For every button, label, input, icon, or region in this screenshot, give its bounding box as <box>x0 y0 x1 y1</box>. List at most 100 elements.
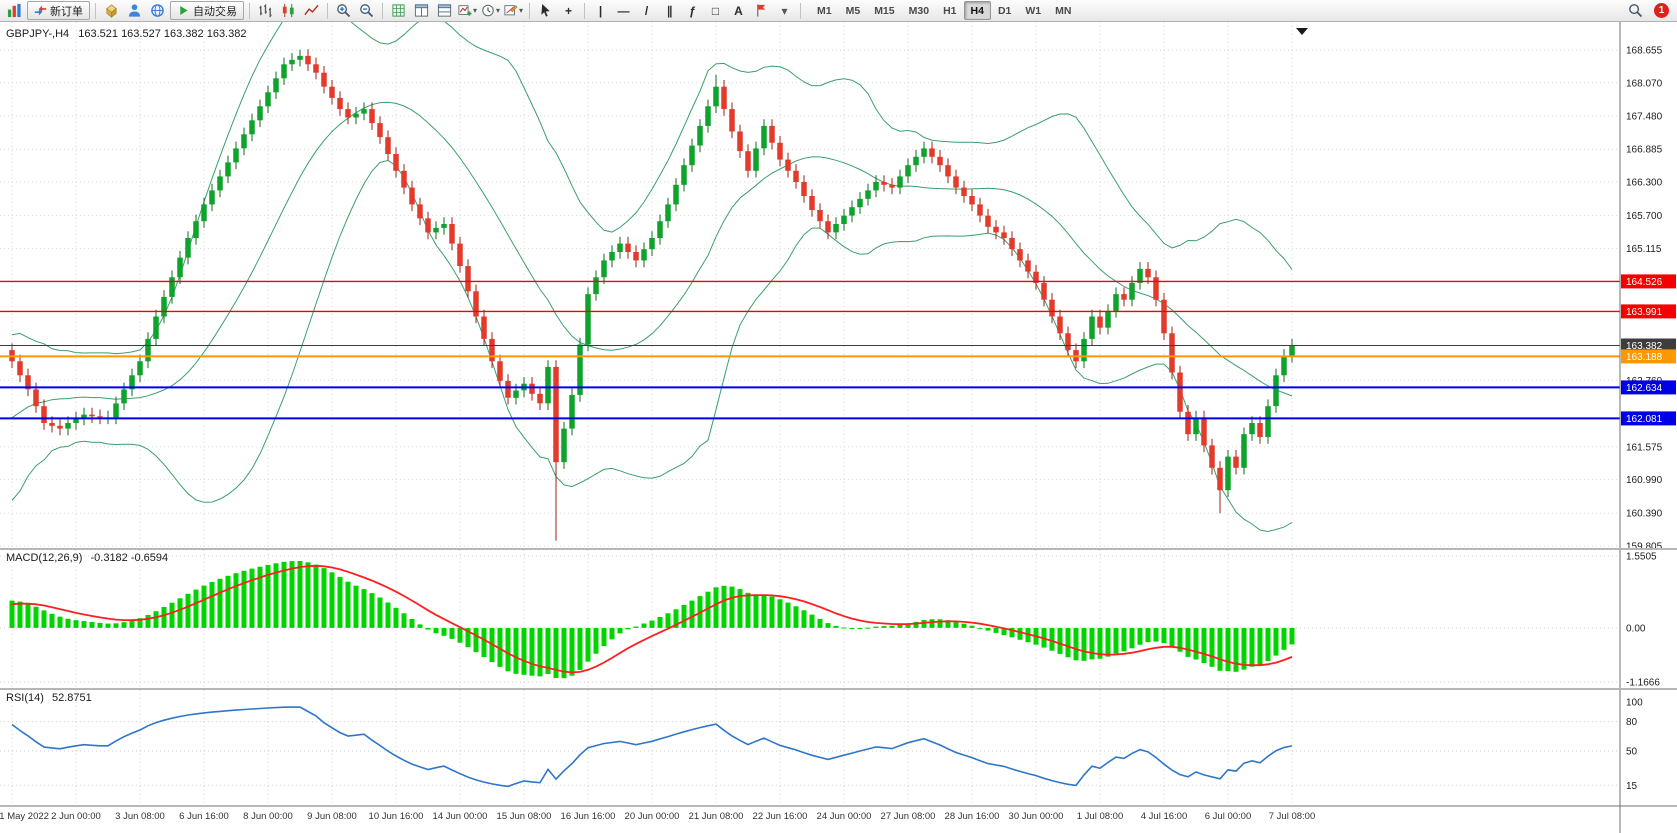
bar-chart-icon[interactable] <box>255 1 276 20</box>
arrange-windows-icon[interactable] <box>411 1 432 20</box>
new-order-button[interactable]: 新订单 <box>27 1 90 20</box>
profile-icon[interactable] <box>124 1 145 20</box>
svg-text:31 May 2022: 31 May 2022 <box>0 811 49 822</box>
vertical-line-icon[interactable]: | <box>598 3 603 18</box>
market-watch-icon[interactable] <box>101 1 122 20</box>
fibonacci-icon[interactable]: ƒ <box>689 3 696 18</box>
svg-text:163.188: 163.188 <box>1626 352 1663 363</box>
svg-text:16 Jun 16:00: 16 Jun 16:00 <box>561 811 616 822</box>
chart-ohlc-values: 163.521 163.527 163.382 163.382 <box>78 28 247 40</box>
timeframe-button-h1[interactable]: H1 <box>943 4 957 17</box>
chart-canvas[interactable]: 168.655 168.070 167.480 166.885 166.300 165.7… <box>0 22 1677 833</box>
toolbar-separator <box>327 2 328 19</box>
svg-text:-1.1666: -1.1666 <box>1626 678 1660 689</box>
svg-text:163.382: 163.382 <box>1626 341 1663 352</box>
svg-text:6 Jun 16:00: 6 Jun 16:00 <box>179 811 229 822</box>
zoom-out-icon[interactable] <box>356 1 377 20</box>
svg-text:167.480: 167.480 <box>1626 111 1663 122</box>
chart-shift-marker[interactable] <box>1296 28 1308 35</box>
toolbar-items: 新订单 自动交易 ▾ ▾ ▾ + | — / ∥ ƒ □ A ▾ <box>4 1 795 20</box>
svg-text:4 Jul 16:00: 4 Jul 16:00 <box>1141 811 1187 822</box>
rsi-name: RSI(14) <box>6 692 44 704</box>
timeframe-button-m15[interactable]: M15 <box>874 4 895 17</box>
chart-title: GBPJPY-,H4 163.521 163.527 163.382 163.3… <box>6 28 246 40</box>
timeframe-button-d1[interactable]: D1 <box>997 4 1012 17</box>
macd-panel: 1.5505 0.00 -1.1666 <box>0 552 1660 689</box>
svg-text:21 Jun 08:00: 21 Jun 08:00 <box>689 811 744 822</box>
svg-text:1.5505: 1.5505 <box>1626 552 1657 563</box>
svg-text:160.390: 160.390 <box>1626 509 1663 520</box>
svg-text:24 Jun 00:00: 24 Jun 00:00 <box>817 811 872 822</box>
svg-text:100: 100 <box>1626 698 1643 709</box>
toolbar-separator <box>382 2 383 19</box>
svg-text:20 Jun 00:00: 20 Jun 00:00 <box>625 811 680 822</box>
new-chart-button[interactable]: ▾ <box>457 1 478 20</box>
trendline-icon[interactable]: / <box>644 3 649 18</box>
macd-name: MACD(12,26,9) <box>6 552 83 564</box>
timeframe-button-m1[interactable]: M1 <box>817 4 832 17</box>
svg-text:15: 15 <box>1626 781 1638 792</box>
horizontal-line-icon[interactable]: — <box>617 3 630 18</box>
chart-area[interactable]: GBPJPY-,H4 163.521 163.527 163.382 163.3… <box>0 22 1677 833</box>
svg-text:7 Jul 08:00: 7 Jul 08:00 <box>1269 811 1315 822</box>
candlestick-chart-icon[interactable] <box>278 1 299 20</box>
cursor-icon[interactable] <box>535 1 556 20</box>
auto-trading-button[interactable]: 自动交易 <box>170 1 244 20</box>
text-icon[interactable]: A <box>734 3 743 18</box>
toolbar-separator <box>529 2 530 19</box>
svg-text:162.081: 162.081 <box>1626 414 1663 425</box>
svg-text:0.00: 0.00 <box>1626 623 1646 634</box>
periods-button[interactable]: ▾ <box>480 1 501 20</box>
shapes-icon[interactable]: □ <box>711 3 720 18</box>
macd-values: -0.3182 -0.6594 <box>90 552 169 564</box>
panel-separator-macd[interactable] <box>0 548 1677 550</box>
svg-text:166.300: 166.300 <box>1626 178 1663 189</box>
community-icon[interactable] <box>147 1 168 20</box>
timeframe-button-w1[interactable]: W1 <box>1025 4 1042 17</box>
svg-text:3 Jun 08:00: 3 Jun 08:00 <box>115 811 165 822</box>
arrow-tools-icon[interactable] <box>751 1 772 20</box>
svg-text:165.700: 165.700 <box>1626 211 1663 222</box>
timeframe-button-h4[interactable]: H4 <box>963 1 991 20</box>
svg-text:160.990: 160.990 <box>1626 475 1663 486</box>
panel-separator-rsi[interactable] <box>0 688 1677 690</box>
svg-text:165.115: 165.115 <box>1626 244 1662 255</box>
svg-text:30 Jun 00:00: 30 Jun 00:00 <box>1009 811 1064 822</box>
rsi-label: RSI(14) 52.8751 <box>6 692 92 704</box>
svg-text:161.575: 161.575 <box>1626 442 1663 453</box>
cascade-windows-icon[interactable] <box>434 1 455 20</box>
svg-text:15 Jun 08:00: 15 Jun 08:00 <box>497 811 552 822</box>
candles-layer <box>9 49 1295 541</box>
templates-button[interactable]: ▾ <box>503 1 524 20</box>
svg-text:163.991: 163.991 <box>1626 307 1663 318</box>
svg-text:14 Jun 00:00: 14 Jun 00:00 <box>433 811 488 822</box>
timeframe-button-m5[interactable]: M5 <box>845 4 861 17</box>
main-toolbar: 新订单 自动交易 ▾ ▾ ▾ + | — / ∥ ƒ □ A ▾ M1 M5 M15 M30 H1 H4 D1 W1 MN… <box>0 0 1677 22</box>
svg-text:168.655: 168.655 <box>1626 46 1663 57</box>
svg-text:2 Jun 00:00: 2 Jun 00:00 <box>51 811 101 822</box>
svg-text:168.070: 168.070 <box>1626 78 1663 89</box>
line-chart-icon[interactable] <box>301 1 322 20</box>
svg-text:22 Jun 16:00: 22 Jun 16:00 <box>753 811 808 822</box>
zoom-in-icon[interactable] <box>333 1 354 20</box>
svg-text:159.805: 159.805 <box>1626 542 1663 553</box>
timeframe-button-mn[interactable]: MN <box>1055 4 1072 17</box>
crosshair-icon[interactable]: + <box>564 3 572 18</box>
svg-text:10 Jun 16:00: 10 Jun 16:00 <box>369 811 424 822</box>
channel-icon[interactable]: ∥ <box>666 3 673 18</box>
svg-text:6 Jul 00:00: 6 Jul 00:00 <box>1205 811 1251 822</box>
indicators-grid-icon[interactable] <box>388 1 409 20</box>
notification-badge[interactable]: 1 <box>1654 3 1669 18</box>
search-icon[interactable] <box>1625 1 1646 20</box>
timeframe-button-m30[interactable]: M30 <box>908 4 930 17</box>
price-axis: 168.655 168.070 167.480 166.885 166.300 165.7… <box>1626 46 1663 553</box>
svg-text:80: 80 <box>1626 717 1638 728</box>
toolbar-separator <box>800 2 801 19</box>
tools-dropdown[interactable]: ▾ <box>781 3 788 18</box>
macd-label: MACD(12,26,9) -0.3182 -0.6594 <box>6 552 168 564</box>
mt-logo-icon[interactable] <box>4 1 25 20</box>
bollinger-bands <box>11 22 1293 533</box>
svg-text:50: 50 <box>1626 747 1638 758</box>
